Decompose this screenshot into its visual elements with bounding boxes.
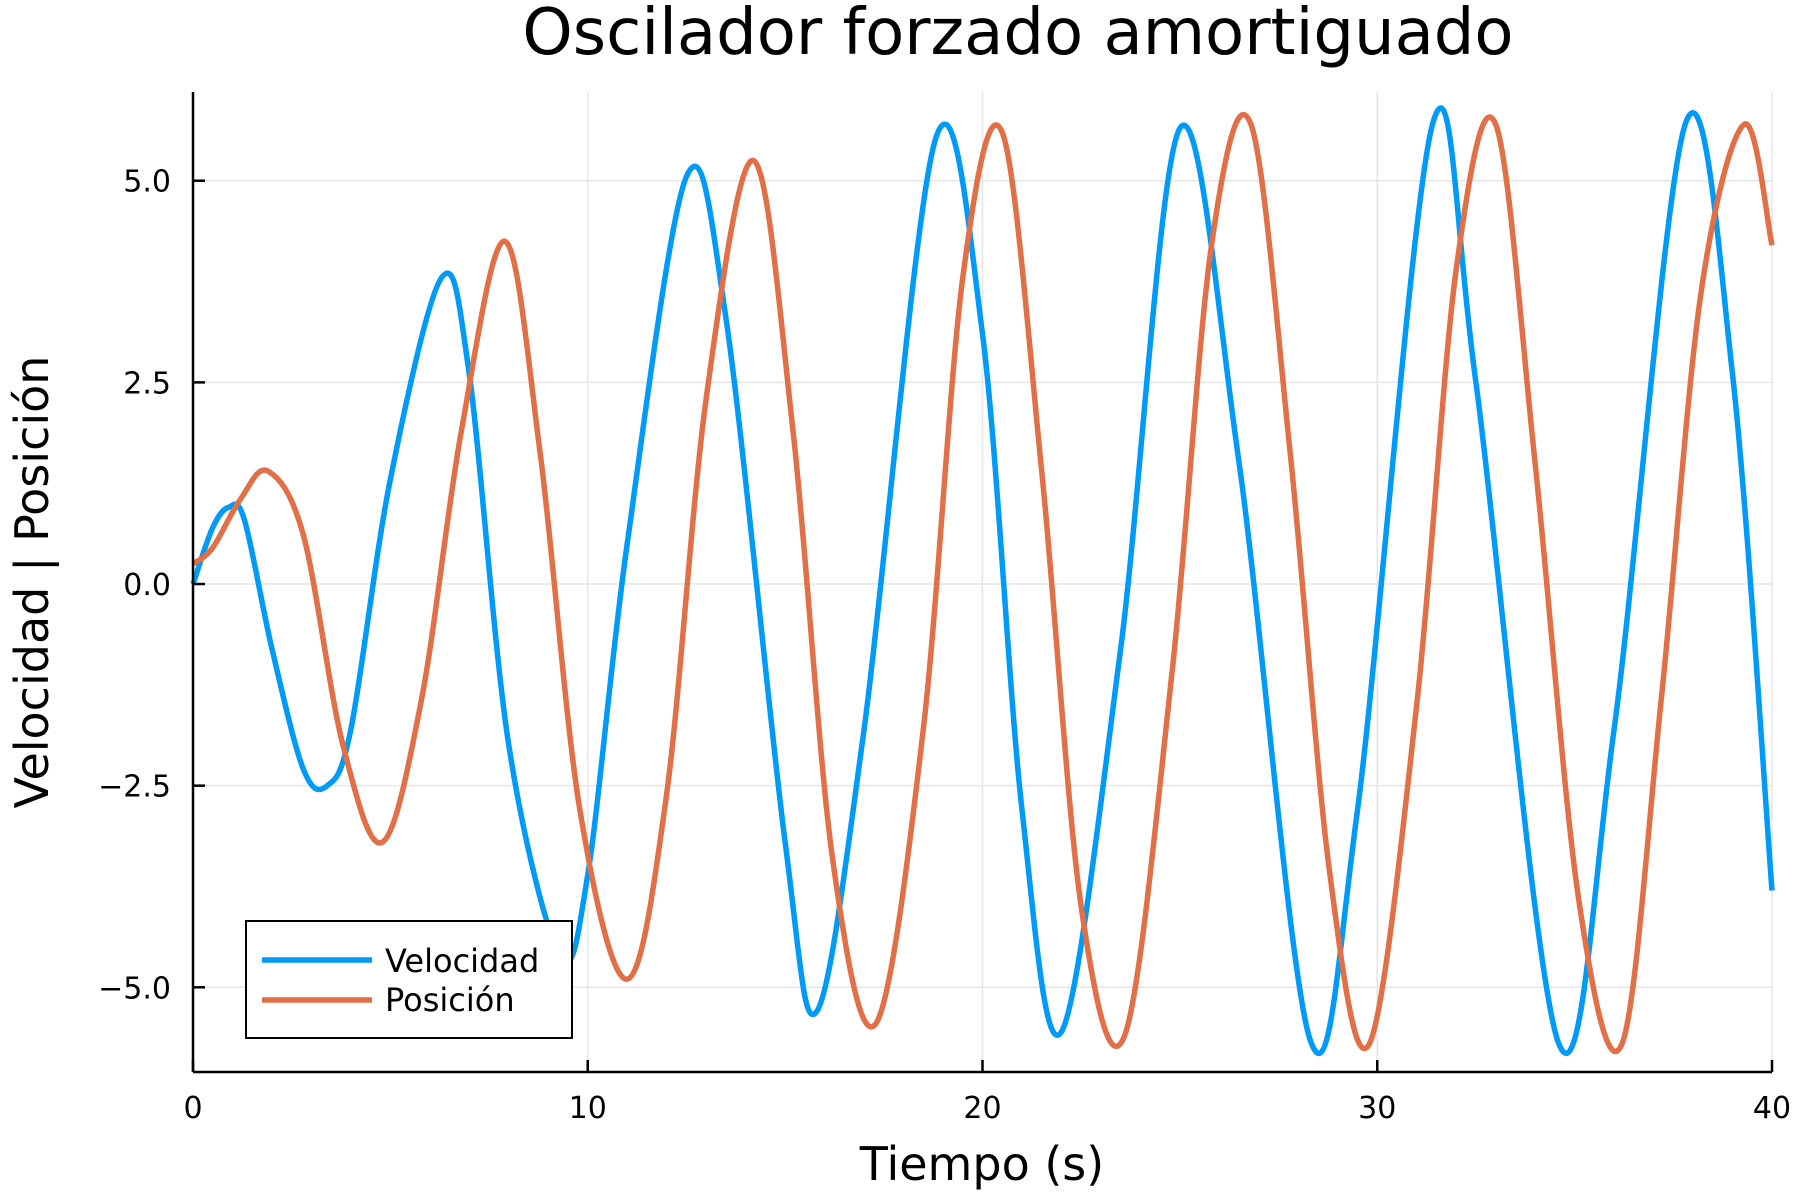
y-tick-label: 0.0	[123, 568, 171, 603]
legend-label-velocidad: Velocidad	[385, 942, 539, 980]
x-tick-label: 0	[183, 1091, 202, 1126]
series-velocidad-line	[190, 105, 1775, 1057]
x-axis-label: Tiempo (s)	[859, 1137, 1104, 1191]
chart-title: Oscilador forzado amortiguado	[522, 0, 1513, 70]
y-tick-label: 5.0	[123, 165, 171, 200]
ticks: 0 10 20 30 40 −5.0 −2.5 0.0 2.5 5.0	[98, 165, 1791, 1126]
y-axis-label: Velocidad | Posición	[5, 356, 60, 809]
y-tick-label: −2.5	[98, 770, 171, 805]
legend-box	[245, 920, 573, 1039]
x-tick-label: 30	[1358, 1091, 1396, 1126]
series-layer	[190, 105, 1775, 1057]
x-tick-label: 10	[569, 1091, 607, 1126]
y-tick-label: 2.5	[123, 366, 171, 401]
legend: Velocidad Posición	[245, 920, 573, 1039]
series-posicion-line	[191, 112, 1775, 1055]
x-tick-label: 20	[963, 1091, 1001, 1126]
x-tick-label: 40	[1753, 1091, 1791, 1126]
legend-label-posicion: Posición	[385, 981, 515, 1019]
y-tick-label: −5.0	[98, 971, 171, 1006]
